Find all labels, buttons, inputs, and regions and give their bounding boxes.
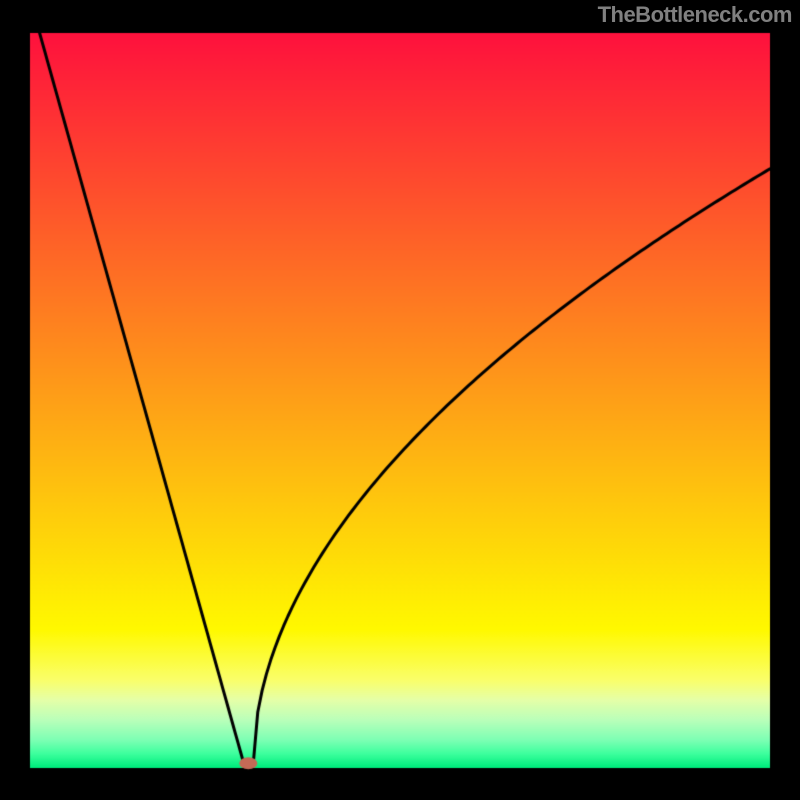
bottleneck-curve-chart	[0, 0, 800, 800]
chart-container: TheBottleneck.com	[0, 0, 800, 800]
watermark-text: TheBottleneck.com	[598, 2, 792, 28]
